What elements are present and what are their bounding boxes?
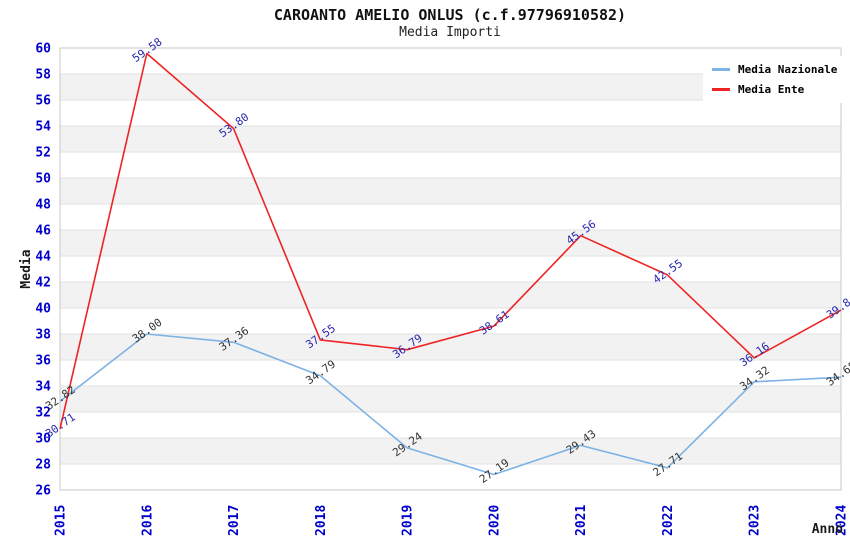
y-tick-label: 42 [35,276,51,291]
y-tick-label: 26 [35,484,51,499]
y-tick-label: 30 [35,432,51,447]
plot-border [59,47,842,491]
y-tick-label: 46 [35,224,51,239]
x-tick-label: 2024 [835,505,850,536]
y-tick-label: 50 [35,172,51,187]
chart-subtitle: Media Importi [399,25,501,40]
legend-swatch-media-ente-icon [712,88,730,91]
y-tick-label: 60 [35,42,51,57]
legend-label-media-nazionale: Media Nazionale [738,63,838,76]
x-tick-label: 2016 [140,505,155,536]
legend-item-media-nazionale[interactable]: Media Nazionale [712,63,837,76]
y-tick-label: 38 [35,328,51,343]
legend-item-media-ente[interactable]: Media Ente [712,83,837,96]
y-tick-label: 32 [35,406,51,421]
x-axis-title: Anno [812,522,843,537]
plot-band [60,230,841,256]
legend-label-media-ente: Media Ente [738,83,805,96]
y-tick-label: 44 [35,250,51,265]
legend-swatch-media-nazionale-icon [712,68,730,71]
x-tick-label: 2019 [401,505,416,536]
series-line-media-ente[interactable] [59,52,842,429]
legend: Media Nazionale Media Ente [703,56,847,103]
x-tick-label: 2022 [661,505,676,536]
y-tick-label: 58 [35,68,51,83]
y-tick-label: 52 [35,146,51,161]
x-tick-label: 2017 [227,505,242,536]
x-tick-label: 2018 [314,505,329,536]
data-label-media-ente: 59.58 [130,35,165,65]
x-tick-label: 2023 [748,505,763,536]
y-axis-title: Media [19,249,34,288]
x-tick-label: 2021 [574,505,589,536]
y-tick-label: 36 [35,354,51,369]
chart-title: CAROANTO AMELIO ONLUS (c.f.97796910582) [273,6,627,24]
plot-band [60,126,841,152]
y-tick-label: 54 [35,120,51,135]
series-line-media-nazionale[interactable] [59,333,842,476]
y-tick-label: 28 [35,458,51,473]
y-tick-label: 56 [35,94,51,109]
x-tick-label: 2015 [54,505,69,536]
plot-band [60,386,841,412]
x-tick-label: 2020 [487,505,502,536]
y-tick-label: 48 [35,198,51,213]
data-label-media-ente: 38.61 [477,308,512,338]
data-label-media-nazionale: 34.68 [824,359,850,389]
y-tick-label: 40 [35,302,51,317]
plot-band [60,282,841,308]
data-label-media-nazionale: 34.79 [303,358,338,388]
y-tick-label: 34 [35,380,51,395]
plot-band [60,178,841,204]
plot-band [60,438,841,464]
